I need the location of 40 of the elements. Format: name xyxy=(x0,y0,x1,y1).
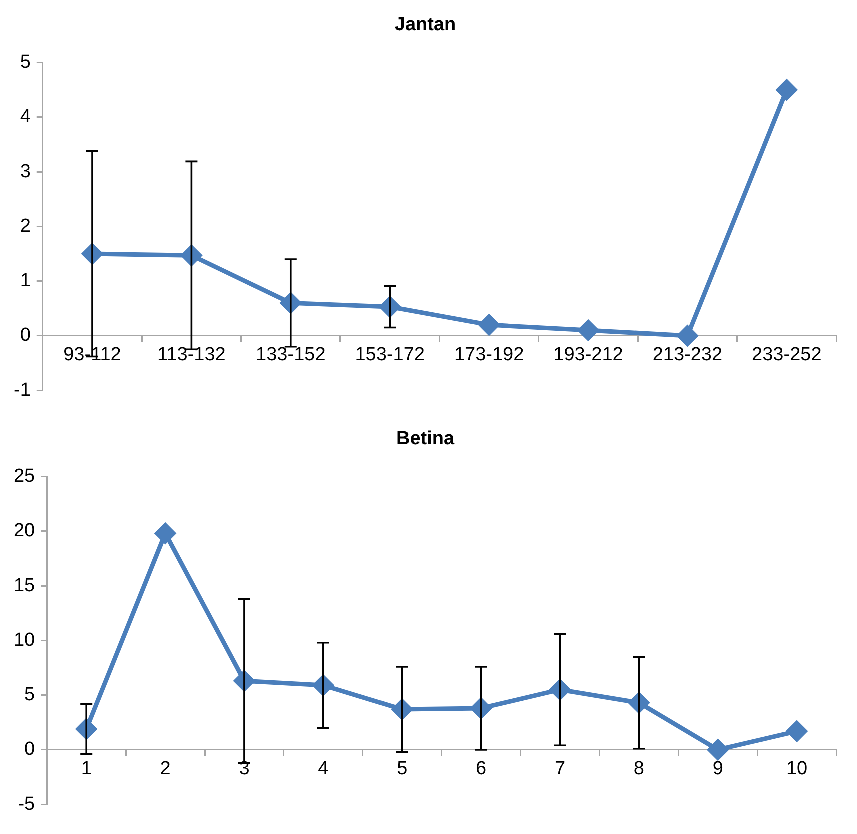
y-tick-label: 3 xyxy=(20,161,31,182)
x-tick-label: 10 xyxy=(786,758,808,780)
y-tick-label: 0 xyxy=(20,325,31,346)
x-tick-label: 8 xyxy=(634,758,644,780)
point xyxy=(155,523,176,544)
point xyxy=(786,721,808,742)
x-tick-label: 193-212 xyxy=(554,344,624,366)
y-tick-label: 1 xyxy=(20,270,31,292)
chart-title: Jantan xyxy=(394,14,456,36)
y-tick-label: 4 xyxy=(20,106,32,128)
x-tick-label: 7 xyxy=(554,758,566,780)
y-tick-label: 2 xyxy=(20,216,31,237)
x-tick-label: 113-132 xyxy=(158,344,226,366)
x-tick-label: 153-172 xyxy=(355,344,425,366)
x-tick-label: 213-232 xyxy=(652,344,723,366)
x-tick-label: 4 xyxy=(318,758,330,780)
y-tick-label: 10 xyxy=(14,630,36,651)
y-tick-label: 5 xyxy=(20,52,31,74)
y-tick-label: 15 xyxy=(14,575,36,596)
chart-title: Betina xyxy=(396,428,455,450)
point xyxy=(677,326,698,346)
y-tick-label: 5 xyxy=(24,684,36,706)
y-tick-label: 0 xyxy=(24,739,36,760)
x-tick-label: 173-192 xyxy=(454,344,524,366)
x-tick-label: 1 xyxy=(81,758,92,780)
point xyxy=(479,314,500,336)
x-tick-label: 9 xyxy=(712,758,724,780)
y-tick-label: -5 xyxy=(18,794,36,815)
x-tick-label: 93-112 xyxy=(64,344,122,366)
y-tick-label: 25 xyxy=(14,466,36,488)
x-tick-label: 133-152 xyxy=(256,344,326,366)
x-tick-label: 5 xyxy=(397,758,408,780)
x-tick-label: 6 xyxy=(476,758,487,780)
point xyxy=(776,80,798,100)
x-tick-label: 233-252 xyxy=(752,344,822,366)
point xyxy=(578,320,599,341)
point xyxy=(708,740,728,760)
x-tick-label: 2 xyxy=(160,758,171,780)
y-tick-label: -1 xyxy=(14,380,31,401)
y-tick-label: 20 xyxy=(14,520,36,542)
